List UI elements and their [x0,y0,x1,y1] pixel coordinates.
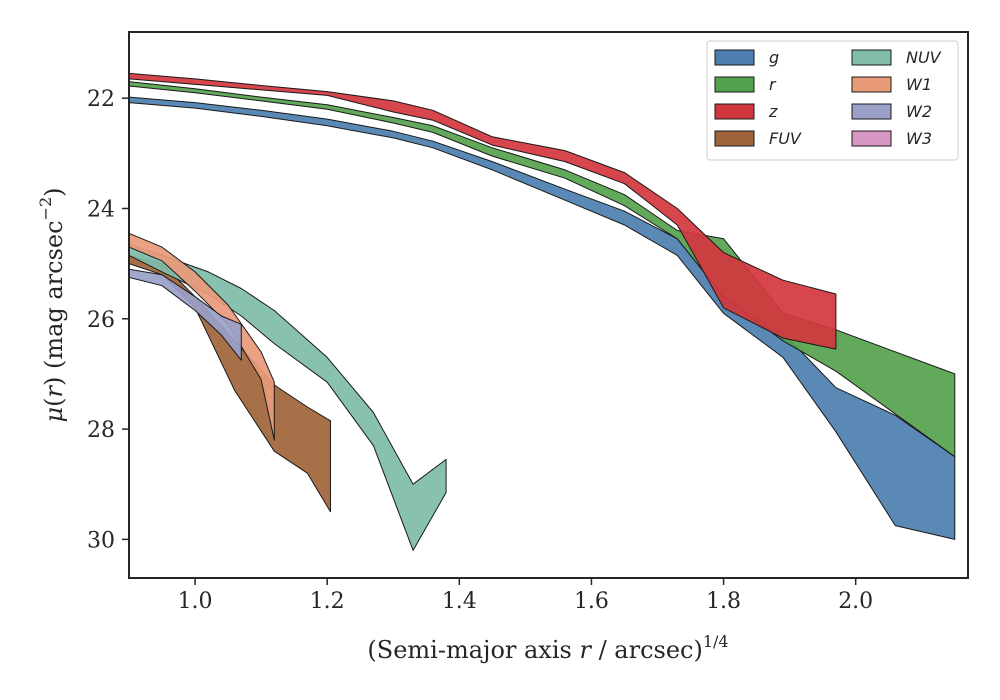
x-tick-label: 1.2 [310,589,345,614]
x-tick-label: 2.0 [838,589,873,614]
y-tick-label: 24 [87,197,115,222]
y-axis-label: μ(r) (mag arcsec−2) [36,187,68,422]
x-axis-ticks: 1.0 1.2 1.4 1.6 1.8 2.0 [178,578,873,614]
band-w2 [128,268,242,361]
legend-swatch-z [714,103,755,120]
legend-label-r: r [769,75,777,94]
legend-label-w3: W3 [906,129,932,148]
legend-swatch-w1 [851,76,892,93]
band-z [128,72,837,350]
x-tick-label: 1.8 [706,589,741,614]
legend-box [706,40,959,161]
plot-frame [128,31,969,579]
band-w1 [128,232,275,441]
legend-label-w2: W2 [906,102,932,121]
legend-swatch-r [714,76,755,93]
band-r [128,81,956,458]
x-tick-label: 1.4 [442,589,477,614]
band-g [128,96,956,540]
legend-label-w1: W1 [906,75,932,94]
legend-swatch-w3 [851,130,892,147]
legend-swatch-g [714,49,755,66]
legend-label-fuv: FUV [769,129,802,148]
legend: grz FUV NUV W1 W2 W3 [706,40,959,161]
y-tick-label: 26 [87,308,115,333]
legend-label-z: z [768,102,778,121]
y-tick-label: 22 [87,87,115,112]
x-tick-label: 1.0 [178,589,213,614]
x-tick-label: 1.6 [574,589,609,614]
x-axis-label: (Semi-major axis r / arcsec)1/4 [367,632,728,664]
legend-label-nuv: NUV [906,48,942,67]
series-bands [128,72,956,551]
legend-label-g: g [769,48,779,67]
legend-swatch-fuv [714,130,755,147]
y-tick-label: 28 [87,418,115,443]
legend-swatch-nuv [851,49,892,66]
legend-swatch-w2 [851,103,892,120]
y-tick-label: 30 [87,528,115,553]
y-axis-ticks: 22 24 26 28 30 [87,87,129,553]
